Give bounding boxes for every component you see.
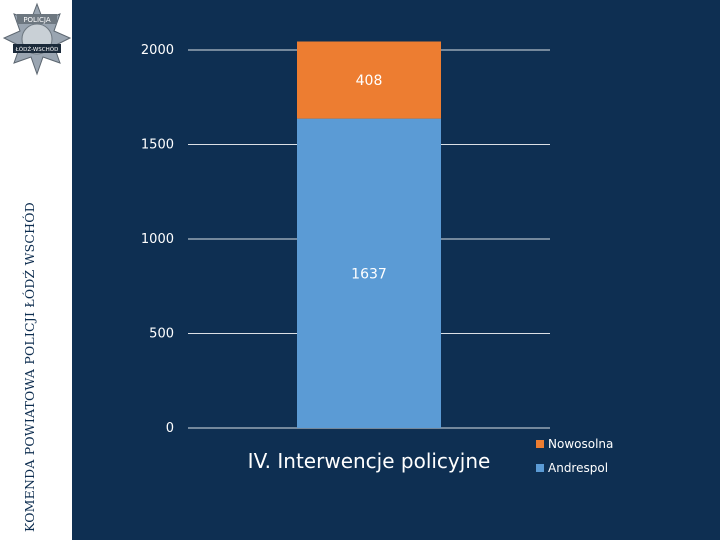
data-label-nowosolna: 408 bbox=[356, 73, 383, 89]
y-tick-label: 1000 bbox=[141, 232, 174, 247]
logo-text-top: POLICJA bbox=[23, 16, 51, 24]
chart-legend: Nowosolna Andrespol bbox=[536, 434, 613, 482]
bar-segment-andrespol bbox=[297, 118, 441, 429]
y-tick-label: 500 bbox=[149, 327, 174, 342]
logo-text-bottom: ŁÓDŹ-WSCHÓD bbox=[15, 45, 59, 53]
legend-swatch-andrespol bbox=[536, 464, 544, 472]
y-tick-label: 0 bbox=[166, 421, 174, 436]
bar-segment-nowosolna bbox=[297, 41, 441, 119]
legend-label-nowosolna: Nowosolna bbox=[548, 437, 614, 451]
x-category-label: IV. Interwencje policyjne bbox=[248, 449, 491, 473]
sidebar: POLICJA ŁÓDŹ-WSCHÓD KOMENDA POWIATOWA PO… bbox=[0, 0, 72, 540]
legend-item-nowosolna: Nowosolna bbox=[536, 434, 613, 454]
police-star-badge-icon: POLICJA ŁÓDŹ-WSCHÓD bbox=[2, 2, 72, 76]
legend-label-andrespol: Andrespol bbox=[548, 461, 609, 475]
y-tick-label: 2000 bbox=[141, 43, 174, 58]
data-label-andrespol: 1637 bbox=[351, 266, 387, 282]
y-tick-label: 1500 bbox=[141, 138, 174, 153]
legend-item-andrespol: Andrespol bbox=[536, 458, 613, 478]
legend-swatch-nowosolna bbox=[536, 440, 544, 448]
